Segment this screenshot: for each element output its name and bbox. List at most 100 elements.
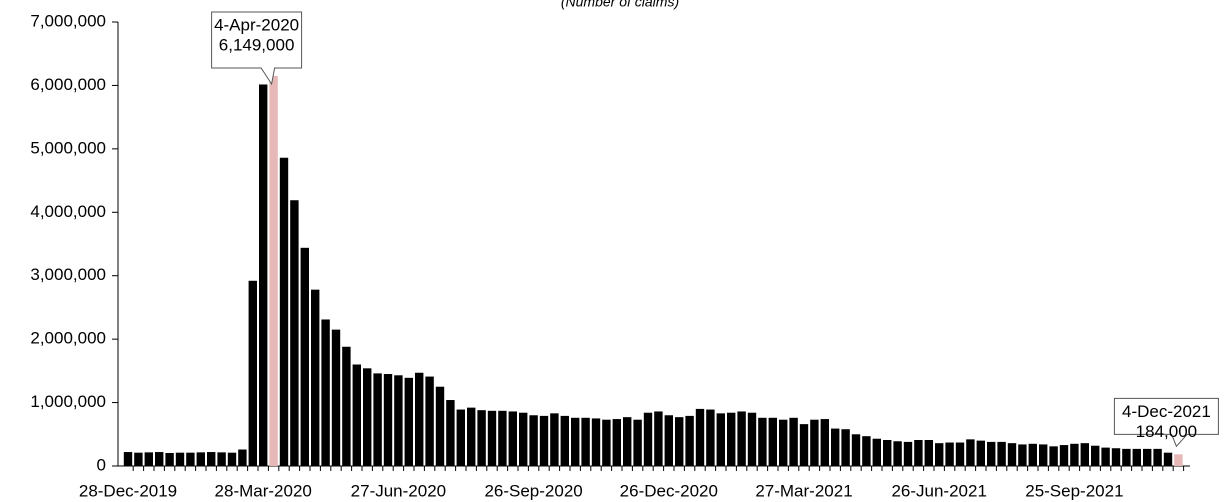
bar: [862, 436, 871, 466]
bar: [851, 434, 861, 466]
bar: [321, 319, 330, 466]
bar: [945, 442, 954, 466]
bar: [238, 449, 247, 466]
bar: [654, 411, 663, 466]
x-tick-label: 28-Dec-2019: [79, 481, 177, 500]
bar: [487, 410, 497, 466]
bar: [1018, 444, 1027, 466]
bar: [165, 452, 174, 466]
bar: [508, 411, 517, 466]
x-tick-label: 27-Mar-2021: [755, 481, 852, 500]
bar: [550, 413, 559, 466]
bar: [269, 75, 278, 466]
bar: [841, 429, 850, 466]
annotation-value: 6,149,000: [219, 35, 295, 54]
bar: [1174, 454, 1183, 466]
bar: [175, 452, 185, 466]
bar: [903, 441, 913, 466]
bar: [227, 452, 237, 466]
bar: [716, 413, 725, 466]
bar: [924, 439, 933, 466]
bar: [1163, 452, 1173, 466]
annotation-date: 4-Dec-2021: [1122, 402, 1211, 421]
bar: [706, 409, 715, 466]
bar: [1049, 446, 1058, 466]
x-tick-label: 27-Jun-2020: [351, 481, 446, 500]
bar: [415, 372, 424, 466]
callout: [1113, 397, 1219, 448]
bar: [789, 417, 798, 466]
bar: [144, 452, 153, 466]
bar: [248, 280, 257, 466]
bar: [976, 440, 985, 466]
bar: [1028, 443, 1037, 466]
bar: [477, 410, 486, 466]
y-tick-label: 4,000,000: [30, 202, 106, 221]
bar: [404, 377, 413, 466]
bar: [768, 417, 777, 466]
bar: [643, 412, 653, 466]
callout: [211, 11, 303, 86]
bar: [259, 84, 268, 466]
bar: [779, 419, 788, 466]
bar: [134, 452, 143, 466]
bar: [997, 441, 1006, 466]
bar: [1132, 448, 1141, 466]
x-tick-label: 26-Jun-2021: [891, 481, 986, 500]
bar: [799, 424, 809, 466]
bar: [186, 452, 195, 466]
bar: [529, 415, 538, 466]
chart-subtitle: (Number of claims): [561, 0, 679, 10]
bar: [820, 419, 829, 466]
annotation-date: 4-Apr-2020: [214, 15, 299, 34]
bar: [1059, 445, 1069, 466]
bar: [498, 410, 507, 466]
bar: [123, 452, 133, 466]
bar: [207, 452, 216, 466]
bar: [810, 419, 819, 466]
bar: [1101, 447, 1110, 466]
y-tick-label: 6,000,000: [30, 75, 106, 94]
bar: [1091, 445, 1100, 466]
bar: [446, 400, 455, 466]
y-tick-label: 5,000,000: [30, 138, 106, 157]
y-tick-label: 3,000,000: [30, 265, 106, 284]
x-tick-label: 28-Mar-2020: [215, 481, 312, 500]
y-tick-label: 1,000,000: [30, 392, 106, 411]
bar: [758, 417, 767, 466]
annotation-value: 184,000: [1136, 422, 1197, 441]
bar: [1007, 443, 1017, 466]
bar: [612, 419, 621, 466]
bar: [539, 415, 549, 466]
bar: [727, 412, 736, 466]
bar: [664, 415, 673, 466]
bar: [935, 443, 944, 466]
bar: [290, 200, 299, 466]
bar: [311, 289, 320, 466]
bar: [591, 418, 601, 466]
bar: [966, 439, 975, 466]
bar: [1143, 448, 1152, 466]
bar: [623, 417, 632, 466]
bar: [747, 412, 757, 466]
bar: [383, 374, 393, 466]
bar: [331, 329, 341, 466]
bar: [1122, 448, 1131, 466]
bar: [196, 452, 205, 466]
bar: [1070, 443, 1079, 466]
bar: [456, 409, 465, 466]
bar: [279, 157, 289, 467]
bar: [914, 439, 923, 466]
bar: [675, 417, 684, 466]
bar: [872, 438, 881, 466]
bar: [1111, 448, 1121, 466]
bar: [695, 408, 705, 466]
bar: [373, 373, 382, 466]
x-tick-label: 26-Dec-2020: [620, 481, 718, 500]
bar: [467, 407, 476, 466]
bar: [955, 442, 965, 466]
bar: [571, 417, 580, 466]
bar: [155, 452, 164, 466]
bar: [1153, 448, 1162, 466]
